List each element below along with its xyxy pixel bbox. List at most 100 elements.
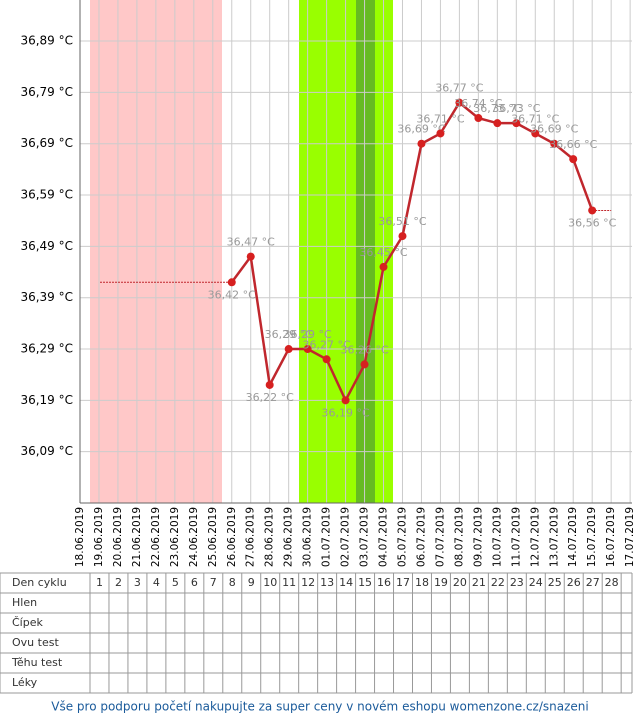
x-tick-label: 14.07.2019 — [567, 507, 579, 567]
marker — [246, 252, 255, 261]
x-tick-label: 22.06.2019 — [150, 507, 162, 567]
data-label: 36,71 °C — [416, 112, 464, 125]
marker — [341, 396, 350, 405]
cycle-day: 2 — [115, 576, 122, 589]
data-label: 36,29 °C — [284, 328, 332, 341]
y-tick-label: 36,39 °C — [20, 290, 73, 304]
marker — [550, 139, 559, 148]
cycle-day: 23 — [510, 576, 524, 589]
cycle-day: 15 — [358, 576, 372, 589]
row-label: Léky — [12, 676, 38, 689]
data-label: 36,73 °C — [473, 102, 521, 115]
x-tick-label: 24.06.2019 — [188, 507, 200, 567]
cycle-day: 13 — [320, 576, 334, 589]
data-label: 36,56 °C — [568, 216, 616, 229]
marker — [360, 360, 369, 369]
line — [230, 100, 594, 404]
cycle-day: 16 — [377, 576, 391, 589]
row-label: Ovu test — [12, 636, 59, 649]
x-tick-label: 12.07.2019 — [529, 507, 541, 567]
row-label: Den cyklu — [12, 576, 67, 589]
x-tick-label: 30.06.2019 — [302, 507, 314, 567]
x-tick-label: 02.07.2019 — [340, 507, 352, 567]
data-label: 36,19 °C — [321, 406, 369, 419]
cycle-day: 24 — [529, 576, 543, 589]
cycle-day: 5 — [172, 576, 179, 589]
x-tick-label: 21.06.2019 — [131, 507, 143, 567]
marker — [531, 129, 540, 138]
data-label: 36,71 °C — [511, 112, 559, 125]
marker — [303, 345, 312, 354]
cycle-day: 14 — [339, 576, 353, 589]
cycle-day: 11 — [282, 576, 296, 589]
marker — [322, 355, 331, 364]
cycle-day: 26 — [567, 576, 581, 589]
row-label: Čípek — [12, 616, 43, 629]
x-tick-label: 18.06.2019 — [74, 507, 86, 567]
marker — [455, 98, 464, 107]
y-tick-label: 36,79 °C — [20, 85, 73, 99]
y-tick-label: 36,69 °C — [20, 136, 73, 150]
y-tick-label: 36,09 °C — [20, 444, 73, 458]
x-tick-label: 06.07.2019 — [415, 507, 427, 567]
marker — [569, 155, 578, 164]
data-label: 36,22 °C — [246, 391, 294, 404]
data-label: 36,74 °C — [454, 97, 502, 110]
data-label: 36,27 °C — [303, 338, 351, 351]
data-label: 36,47 °C — [227, 236, 275, 249]
x-tick-label: 05.07.2019 — [396, 507, 408, 567]
x-tick-label: 04.07.2019 — [378, 507, 390, 567]
cycle-day: 27 — [586, 576, 600, 589]
cycle-day: 28 — [605, 576, 619, 589]
x-tick-label: 01.07.2019 — [321, 507, 333, 567]
y-tick-label: 36,89 °C — [20, 34, 73, 48]
marker — [284, 345, 293, 354]
marker — [512, 119, 521, 128]
marker — [379, 262, 388, 271]
x-tick-label: 16.07.2019 — [605, 507, 617, 567]
data-label: 36,73 °C — [492, 102, 540, 115]
y-tick-label: 36,29 °C — [20, 342, 73, 356]
data-label: 36,45 °C — [359, 246, 407, 259]
data-label: 36,51 °C — [378, 215, 426, 228]
data-label: 36,69 °C — [530, 123, 578, 136]
x-tick-label: 17.07.2019 — [624, 507, 636, 567]
cycle-day: 1 — [96, 576, 103, 589]
marker — [474, 114, 483, 123]
cycle-day: 25 — [548, 576, 562, 589]
data-label: 36,42 °C — [208, 288, 256, 301]
cycle-day: 6 — [191, 576, 198, 589]
marker — [398, 232, 407, 241]
cycle-day: 7 — [210, 576, 217, 589]
cycle-day: 18 — [415, 576, 429, 589]
cycle-day: 3 — [134, 576, 141, 589]
data-label: 36,66 °C — [549, 138, 597, 151]
y-tick-label: 36,59 °C — [20, 188, 73, 202]
x-tick-label: 23.06.2019 — [169, 507, 181, 567]
cycle-day: 9 — [248, 576, 255, 589]
x-tick-label: 09.07.2019 — [472, 507, 484, 567]
cycle-day: 22 — [491, 576, 505, 589]
x-tick-label: 20.06.2019 — [112, 507, 124, 567]
marker — [588, 206, 597, 215]
x-tick-label: 13.07.2019 — [548, 507, 560, 567]
cycle-day: 10 — [263, 576, 277, 589]
data-label: 36,29 °C — [265, 328, 313, 341]
x-tick-label: 11.07.2019 — [510, 507, 522, 567]
row-label: Těhu test — [11, 656, 63, 669]
cycle-day: 20 — [453, 576, 467, 589]
cycle-day: 8 — [229, 576, 236, 589]
x-tick-label: 26.06.2019 — [226, 507, 238, 567]
x-tick-label: 29.06.2019 — [283, 507, 295, 567]
footer: Vše pro podporu početí nakupujte za supe… — [51, 700, 588, 714]
cycle-day: 21 — [472, 576, 486, 589]
x-tick-label: 25.06.2019 — [207, 507, 219, 567]
x-tick-label: 03.07.2019 — [359, 507, 371, 567]
marker — [436, 129, 445, 138]
marker — [227, 278, 236, 287]
y-tick-label: 36,19 °C — [20, 393, 73, 407]
marker — [493, 119, 502, 128]
cycle-day: 19 — [434, 576, 448, 589]
data-label: 36,26 °C — [340, 343, 388, 356]
